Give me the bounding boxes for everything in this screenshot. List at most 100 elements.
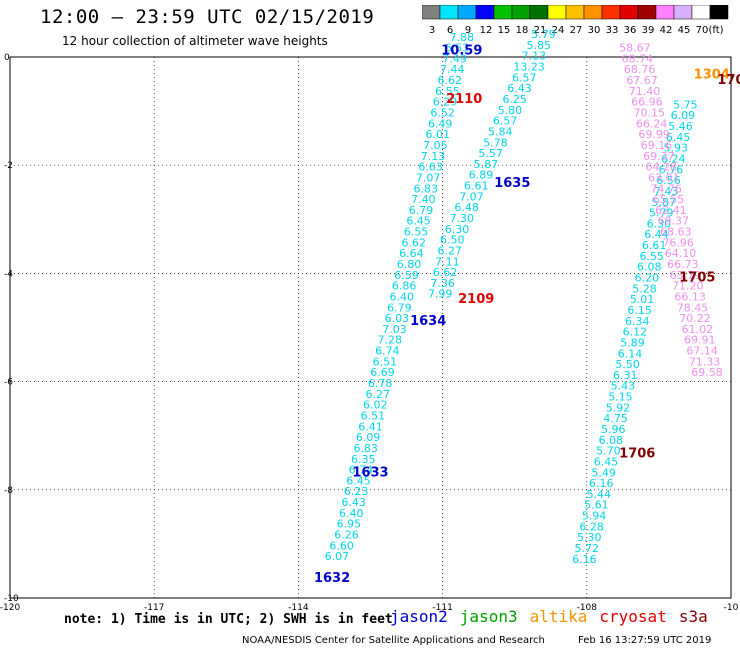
wave-height-point: 7.43 [654,185,679,198]
wave-height-point: 67.67 [626,74,658,87]
wave-height-point: 6.41 [358,420,383,433]
wave-height-point: 64.28 [646,161,678,174]
plot-frame [9,56,732,599]
wave-height-point: 5.50 [615,358,640,371]
x-tick-label: -120 [0,603,20,613]
scale-label: 6 [447,25,453,36]
wave-height-point: 6.74 [349,464,374,477]
wave-height-point: 5.93 [663,142,688,155]
wave-height-point: 6.26 [334,528,359,541]
wave-height-point: 6.35 [351,453,376,466]
scale-label: 15 [498,25,511,36]
satellite-legend: jason2 jason3 altika cryosat s3a [390,607,720,626]
wave-height-point: 69.58 [691,366,723,379]
wave-height-point: 6.86 [392,280,417,293]
wave-height-point: 6.16 [589,477,614,490]
wave-height-point: 6.62 [402,236,427,249]
wave-height-point: 6.79 [409,204,434,217]
wave-height-point: 71.20 [672,280,704,293]
wave-height-point: 71.33 [689,355,721,368]
wave-height-point: 65.55 [653,193,685,206]
wave-height-point: 7.03 [382,323,407,336]
wave-height-point: 6.45 [666,131,691,144]
wave-height-point: 7.05 [423,139,448,152]
wave-height-point: 68.76 [624,63,656,76]
wave-height-point: 6.57 [493,115,518,128]
wave-height-point: 6.52 [430,107,455,120]
pass-label: 10.59 [441,43,482,58]
wave-height-point: 6.62 [433,266,458,279]
wave-height-point: 7.99 [428,288,453,301]
wave-height-point: 7.13 [522,50,547,63]
wave-height-point: 7.88 [450,31,475,44]
wave-height-point: 6.44 [644,228,669,241]
wave-height-point: 6.08 [599,434,624,447]
wave-height-point: 7.40 [411,193,436,206]
pass-label: 1634 [410,314,446,329]
wave-height-point: 5.87 [651,196,676,209]
wave-height-point: 76.96 [662,236,694,249]
wave-height-point: 6.25 [502,93,527,106]
wave-height-point: 6.83 [353,442,378,455]
credit-line: NOAA/NESDIS Center for Satellite Applica… [242,635,545,646]
scale-swatch [709,5,729,20]
wave-height-point: 6.53 [445,42,470,55]
wave-height-point: 64.10 [665,247,697,260]
legend-entry-jason3: jason3 [459,607,518,626]
wave-height-point: 67.14 [686,345,718,358]
wave-height-point: 5.70 [596,445,621,458]
wave-height-point: 6.49 [428,117,453,130]
wave-height-point: 5.79 [531,28,556,41]
y-tick-label: -4 [4,269,13,279]
wave-height-point: 6.45 [346,474,371,487]
pass-label: 1632 [314,571,350,586]
wave-height-point: 6.43 [341,496,366,509]
wave-height-point: 63.01 [648,171,680,184]
y-tick-label: -2 [4,161,13,171]
wave-height-point: 6.40 [389,290,414,303]
footnote: note: 1) Time is in UTC; 2) SWH is in fe… [64,612,393,627]
wave-height-point: 6.27 [438,244,463,257]
wave-height-point: 6.29 [433,96,458,109]
wave-height-point: 5.57 [478,147,503,160]
pass-label: 1633 [352,465,388,480]
legend-entry-s3a: s3a [678,607,708,626]
pass-label: 1706 [619,446,655,461]
wave-height-point: 7.49 [442,52,467,65]
wave-height-point: 5.43 [611,380,636,393]
wave-height-point: 13.23 [513,61,545,74]
wave-height-point: 6.83 [414,182,439,195]
wave-height-point: 6.02 [363,399,388,412]
wave-height-point: 63.79 [670,269,702,282]
scale-label: 70 [696,25,709,36]
x-tick-label: -108 [577,603,598,613]
wave-height-point: 6.76 [659,163,684,176]
scale-label: 42 [660,25,673,36]
wave-height-point: 6.62 [438,74,463,87]
pass-label: 170 [717,73,740,88]
pass-label: 1705 [679,271,715,286]
wave-height-point: 6.69 [370,366,395,379]
wave-height-point: 66.24 [636,117,668,130]
wave-height-point: 70.15 [634,107,666,120]
wave-height-point: 6.07 [325,550,350,563]
wave-height-point: 5.49 [591,466,616,479]
wave-height-point: 5.15 [608,391,633,404]
wave-height-point: 6.24 [661,152,686,165]
wave-height-point: 71.40 [629,85,661,98]
wave-height-point: 7.30 [450,212,475,225]
wave-height-point: 5.30 [577,531,602,544]
wave-height-point: 66.13 [674,290,706,303]
wave-height-point: 5.80 [498,104,523,117]
wave-height-point: 6.40 [339,507,364,520]
wave-height-point: 6.34 [625,315,650,328]
wave-height-point: 5.78 [483,136,508,149]
wave-height-point: 6.89 [469,169,494,182]
scale-label: 3 [429,25,435,36]
wave-height-point: 7.44 [440,63,465,76]
wave-height-point: 6.61 [642,239,667,252]
pass-label: 2109 [458,292,494,307]
wave-height-point: 6.55 [435,85,460,98]
wave-height-point: 5.72 [575,542,600,555]
